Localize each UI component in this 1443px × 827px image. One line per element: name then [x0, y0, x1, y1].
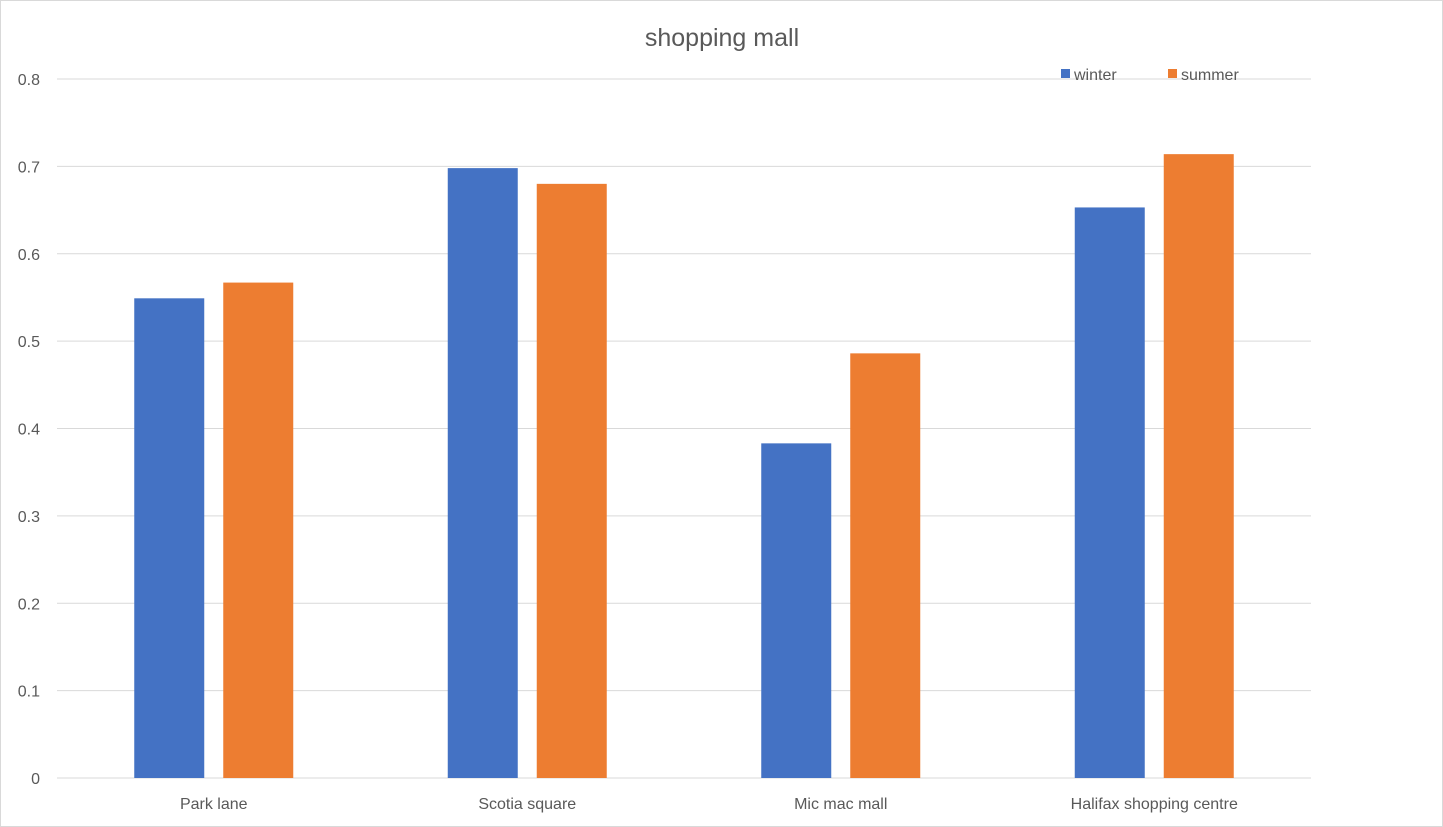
bar-summer-3 [1163, 154, 1234, 778]
y-tick-label: 0.8 [18, 72, 40, 89]
bar-winter-3 [1074, 207, 1145, 778]
bar-summer-0 [223, 282, 294, 778]
y-tick-label: 0 [31, 771, 40, 788]
y-axis-ticks: 0 0.1 0.2 0.3 0.4 0.5 0.6 0.7 0.8 [18, 72, 40, 788]
bars [134, 154, 1234, 779]
chart-title: shopping mall [645, 24, 799, 52]
bar-winter-0 [134, 298, 205, 778]
x-tick-label: Mic mac mall [794, 796, 887, 813]
legend-swatch-winter [1061, 69, 1070, 78]
y-tick-label: 0.2 [18, 596, 40, 613]
x-tick-label: Halifax shopping centre [1071, 796, 1238, 813]
y-tick-label: 0.1 [18, 684, 40, 701]
x-axis-ticks: Park lane Scotia square Mic mac mall Halifa… [180, 796, 1238, 813]
bar-winter-1 [447, 168, 518, 778]
x-tick-label: Scotia square [478, 796, 576, 813]
bar-summer-2 [850, 353, 921, 778]
x-tick-label: Park lane [180, 796, 248, 813]
y-tick-label: 0.3 [18, 509, 40, 526]
legend: winter summer [1061, 67, 1239, 84]
legend-label-winter: winter [1073, 67, 1117, 84]
legend-swatch-summer [1168, 69, 1177, 78]
y-tick-label: 0.6 [18, 247, 40, 264]
bar-summer-1 [536, 183, 607, 779]
legend-label-summer: summer [1181, 67, 1239, 84]
bar-winter-2 [761, 443, 832, 778]
y-tick-label: 0.4 [18, 422, 40, 439]
y-tick-label: 0.5 [18, 334, 40, 351]
y-tick-label: 0.7 [18, 159, 40, 176]
